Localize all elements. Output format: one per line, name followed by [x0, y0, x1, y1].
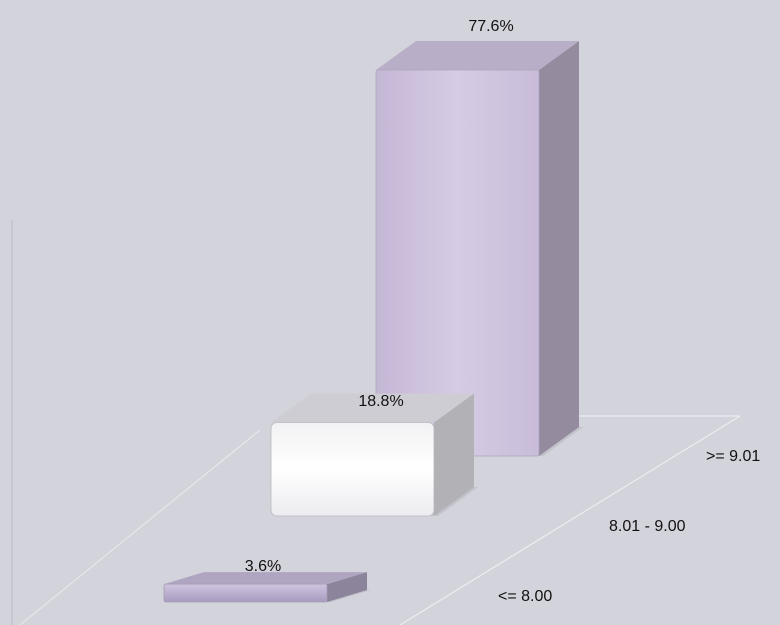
value-labels: 77.6% 18.8% 3.6%: [245, 18, 514, 575]
floor-line-diagonal-left: [19, 429, 261, 625]
category-label-1: >= 9.01: [706, 448, 760, 465]
bar-3-front: [163, 583, 328, 603]
floor-line-diagonal-right: [399, 415, 741, 625]
bar-3-side: [327, 572, 367, 602]
category-label-2: 8.01 - 9.00: [609, 518, 686, 535]
value-label-3: 3.6%: [245, 558, 281, 575]
value-label-2: 18.8%: [358, 393, 403, 410]
bars: [163, 41, 583, 603]
value-label-1: 77.6%: [468, 18, 513, 35]
bar-1-side: [539, 41, 579, 456]
bar-2-side: [434, 393, 474, 516]
category-labels: >= 9.01 8.01 - 9.00 <= 8.00: [498, 448, 760, 605]
bar-2-top: [271, 393, 474, 423]
category-label-3: <= 8.00: [498, 588, 552, 605]
bar-1-top: [376, 41, 579, 70]
bar-3: [163, 572, 371, 603]
bar-2-front: [270, 422, 435, 517]
bar-3-top: [164, 572, 367, 585]
bar-2: [270, 393, 478, 517]
